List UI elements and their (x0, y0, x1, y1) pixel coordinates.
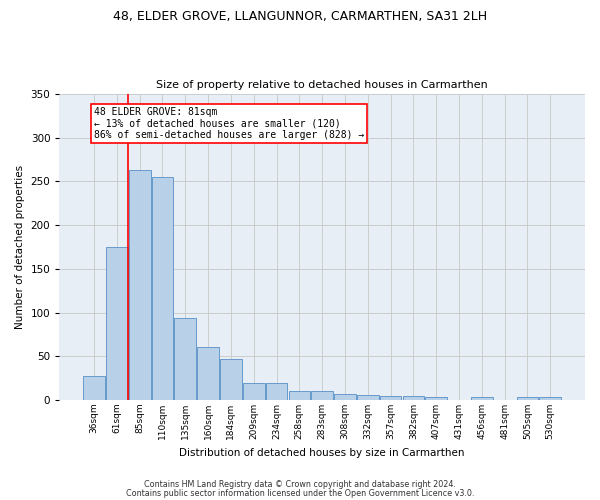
Bar (129, 170, 151, 400)
Bar (471, 396, 493, 400)
Title: Size of property relative to detached houses in Carmarthen: Size of property relative to detached ho… (156, 80, 488, 90)
Bar (83, 376, 105, 400)
Bar (266, 384, 287, 400)
Bar (152, 177, 173, 400)
Text: 48, ELDER GROVE, LLANGUNNOR, CARMARTHEN, SA31 2LH: 48, ELDER GROVE, LLANGUNNOR, CARMARTHEN,… (113, 10, 487, 23)
Bar (539, 396, 561, 400)
Bar (106, 247, 128, 400)
Bar (357, 395, 379, 400)
Bar (311, 392, 333, 400)
Text: Contains public sector information licensed under the Open Government Licence v3: Contains public sector information licen… (126, 490, 474, 498)
Y-axis label: Number of detached properties: Number of detached properties (15, 165, 25, 329)
Bar (175, 318, 196, 400)
Bar (243, 384, 265, 400)
Text: 48 ELDER GROVE: 81sqm
← 13% of detached houses are smaller (120)
86% of semi-det: 48 ELDER GROVE: 81sqm ← 13% of detached … (94, 107, 365, 140)
Bar (403, 396, 424, 400)
Bar (425, 396, 447, 400)
Bar (289, 392, 310, 400)
Bar (197, 346, 219, 400)
Bar (380, 396, 401, 400)
X-axis label: Distribution of detached houses by size in Carmarthen: Distribution of detached houses by size … (179, 448, 465, 458)
Bar (517, 396, 538, 400)
Bar (220, 359, 242, 400)
Text: Contains HM Land Registry data © Crown copyright and database right 2024.: Contains HM Land Registry data © Crown c… (144, 480, 456, 489)
Bar (334, 394, 356, 400)
